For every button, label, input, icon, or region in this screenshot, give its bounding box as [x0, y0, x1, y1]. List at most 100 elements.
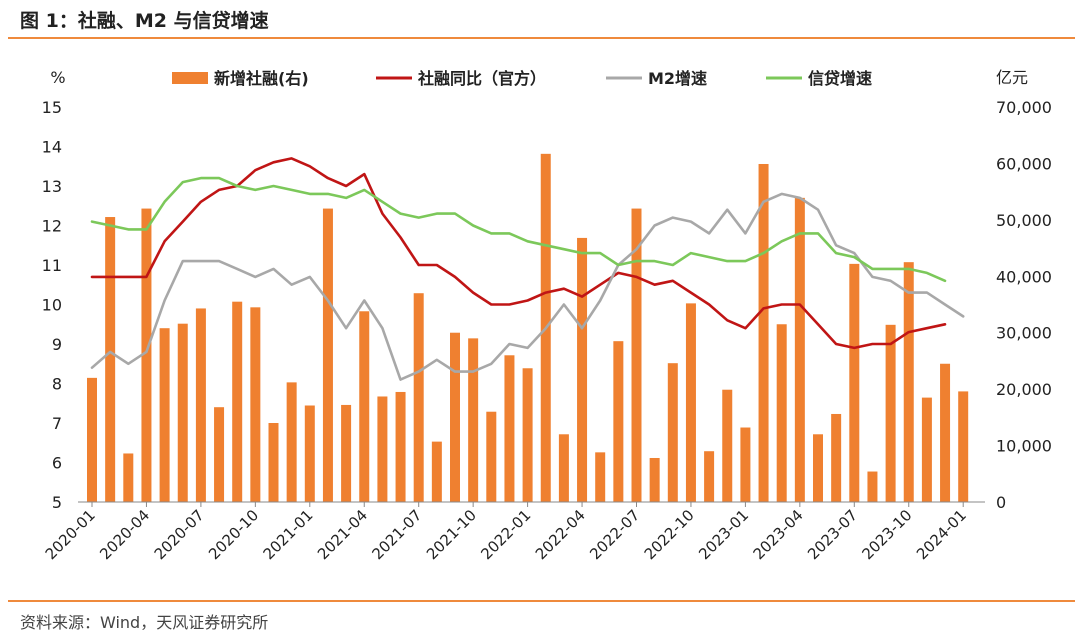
x-tick-label: 2022-10 [641, 506, 698, 563]
bar [885, 324, 896, 502]
x-axis: 2020-012020-042020-072020-102021-012021-… [42, 502, 970, 563]
x-tick-label: 2020-07 [151, 506, 208, 563]
right-tick-label: 40,000 [996, 267, 1052, 286]
legend-label: 信贷增速 [808, 69, 872, 88]
left-tick-label: 5 [52, 493, 62, 512]
bar [758, 163, 769, 502]
x-tick-label: 2020-10 [205, 506, 262, 563]
bar [468, 338, 479, 502]
legend-label: M2增速 [648, 69, 707, 88]
x-tick-label: 2020-04 [96, 506, 153, 563]
figure-title: 图 1：社融、M2 与信贷增速 [20, 10, 269, 32]
bar [813, 434, 823, 502]
bar [395, 391, 406, 502]
bar [831, 413, 842, 502]
bar [704, 451, 715, 502]
series-line [90, 192, 965, 381]
bar [195, 308, 206, 502]
right-tick-label: 20,000 [996, 380, 1052, 399]
x-tick-label: 2021-07 [368, 506, 425, 563]
bar [903, 262, 914, 502]
right-tick-label: 50,000 [996, 211, 1052, 230]
top-divider [8, 37, 1075, 39]
x-tick-label: 2023-07 [804, 506, 861, 563]
bar [359, 311, 370, 502]
x-tick-label: 2022-07 [586, 506, 643, 563]
bar [921, 397, 932, 502]
left-tick-label: 9 [52, 335, 62, 354]
bar [304, 405, 315, 502]
left-tick-label: 6 [52, 454, 62, 473]
x-tick-label: 2020-01 [42, 506, 99, 563]
bar [685, 303, 696, 502]
legend-label: 新增社融(右) [214, 69, 309, 88]
bar-series [87, 153, 969, 503]
bar [595, 452, 606, 502]
x-tick-label: 2023-01 [695, 506, 752, 563]
bar [159, 328, 170, 502]
bar [268, 423, 279, 502]
right-tick-label: 70,000 [996, 98, 1052, 117]
bar [867, 471, 878, 502]
line-series [90, 157, 965, 381]
bar [431, 441, 442, 502]
left-tick-label: 12 [42, 217, 62, 236]
chart-legend: 新增社融(右) 社融同比（官方） M2增速 信贷增速 [172, 69, 872, 88]
source-note: 资料来源：Wind，天风证券研究所 [20, 613, 269, 632]
bar [740, 427, 751, 502]
series-line [90, 176, 947, 283]
bar [558, 434, 569, 502]
bar [341, 404, 352, 502]
bar [722, 389, 733, 502]
bottom-divider [8, 600, 1075, 602]
bar [87, 377, 97, 502]
right-tick-label: 0 [996, 493, 1006, 512]
bar [776, 324, 787, 502]
bar [177, 323, 188, 502]
left-axis: 5 6 7 8 9 10 11 12 13 14 15 [42, 98, 62, 512]
bar [940, 363, 951, 502]
legend-label: 社融同比（官方） [417, 69, 546, 88]
right-axis: 0 10,000 20,000 30,000 40,000 50,000 60,000 70,… [996, 98, 1052, 512]
left-tick-label: 8 [52, 375, 62, 394]
x-tick-label: 2023-10 [859, 506, 916, 563]
left-tick-label: 13 [42, 177, 62, 196]
left-tick-label: 7 [52, 414, 62, 433]
bar [450, 332, 460, 502]
bar [649, 457, 660, 502]
bar [794, 197, 805, 502]
left-axis-unit: % [50, 68, 65, 87]
right-tick-label: 30,000 [996, 324, 1052, 343]
bar [504, 355, 515, 502]
chart: 新增社融(右) 社融同比（官方） M2增速 信贷增速 % 亿元 5 6 7 8 9 10 11 12… [42, 68, 1052, 563]
legend-swatch-bar [172, 72, 208, 84]
bar [958, 391, 969, 502]
bar [613, 341, 624, 502]
bar [413, 293, 424, 502]
bar [377, 396, 388, 502]
left-tick-label: 11 [42, 256, 62, 275]
bar [286, 382, 297, 502]
bar [141, 208, 152, 503]
x-tick-label: 2024-01 [913, 506, 970, 563]
bar [577, 237, 588, 502]
x-tick-label: 2022-04 [532, 506, 589, 563]
x-tick-label: 2023-04 [750, 506, 807, 563]
bar [232, 301, 243, 502]
right-tick-label: 10,000 [996, 437, 1052, 456]
series-line [90, 157, 947, 350]
bar [214, 407, 225, 502]
x-tick-label: 2021-10 [423, 506, 480, 563]
right-axis-unit: 亿元 [996, 68, 1028, 87]
left-tick-label: 14 [42, 138, 62, 157]
right-tick-label: 60,000 [996, 154, 1052, 173]
bar [486, 411, 497, 502]
x-tick-label: 2022-01 [477, 506, 534, 563]
bar [105, 217, 116, 503]
x-tick-label: 2021-04 [314, 506, 371, 563]
bar [849, 263, 860, 502]
left-tick-label: 10 [42, 296, 62, 315]
x-tick-label: 2021-01 [260, 506, 317, 563]
bar [522, 368, 533, 502]
left-tick-label: 15 [42, 98, 62, 117]
